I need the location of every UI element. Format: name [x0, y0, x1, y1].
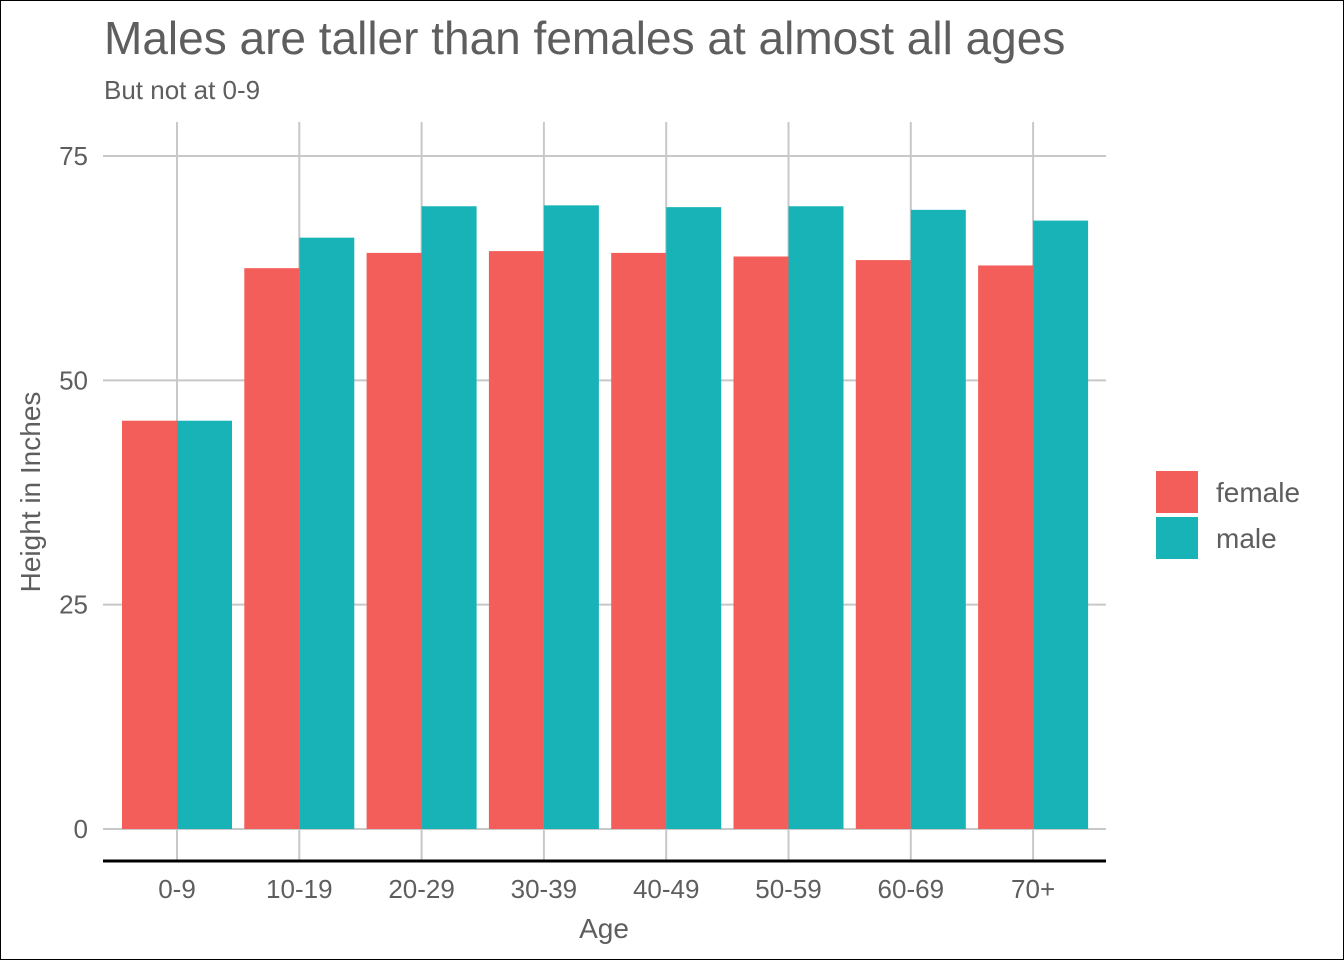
bar-female-60-69	[855, 260, 911, 829]
bar-female-10-19	[244, 268, 300, 830]
bar-female-20-29	[366, 252, 422, 830]
x-tick-label: 0-9	[158, 874, 196, 904]
legend-swatch-female	[1156, 471, 1198, 513]
x-tick-label: 10-19	[266, 874, 333, 904]
y-axis-ticks: 0 25 50 75	[59, 141, 88, 844]
x-tick-label: 50-59	[755, 874, 822, 904]
chart-subtitle: But not at 0-9	[104, 75, 261, 105]
y-tick-label: 50	[59, 365, 88, 395]
legend-label-female: female	[1216, 477, 1300, 508]
bar-female-30-39	[488, 251, 544, 830]
x-axis-ticks: 0-9 10-19 20-29 30-39 40-49 50-59 60-69 70+	[158, 874, 1055, 904]
legend-swatch-male	[1156, 517, 1198, 559]
bar-male-10-19	[299, 237, 355, 829]
bar-female-0-9	[122, 420, 177, 829]
x-tick-label: 40-49	[633, 874, 700, 904]
x-tick-label: 60-69	[878, 874, 945, 904]
legend-label-male: male	[1216, 523, 1277, 554]
y-tick-label: 0	[74, 814, 88, 844]
y-axis-title: Height in Inches	[15, 392, 46, 593]
bar-male-40-49	[666, 207, 722, 829]
x-tick-label: 30-39	[511, 874, 578, 904]
x-tick-label: 70+	[1011, 874, 1055, 904]
bar-male-50-59	[788, 206, 844, 829]
bar-male-20-29	[421, 206, 477, 829]
bars	[122, 205, 1089, 830]
bar-male-0-9	[177, 420, 232, 829]
bar-male-30-39	[543, 205, 599, 829]
legend: female male	[1156, 471, 1300, 559]
y-tick-label: 75	[59, 141, 88, 171]
y-tick-label: 25	[59, 590, 88, 620]
bar-female-70+	[978, 265, 1034, 829]
x-axis-title: Age	[579, 913, 629, 944]
bar-male-70+	[1033, 220, 1089, 829]
bar-female-50-59	[733, 256, 789, 829]
chart-title: Males are taller than females at almost …	[104, 12, 1066, 64]
x-tick-label: 20-29	[388, 874, 455, 904]
bar-female-40-49	[611, 252, 667, 830]
bar-male-60-69	[910, 209, 966, 830]
